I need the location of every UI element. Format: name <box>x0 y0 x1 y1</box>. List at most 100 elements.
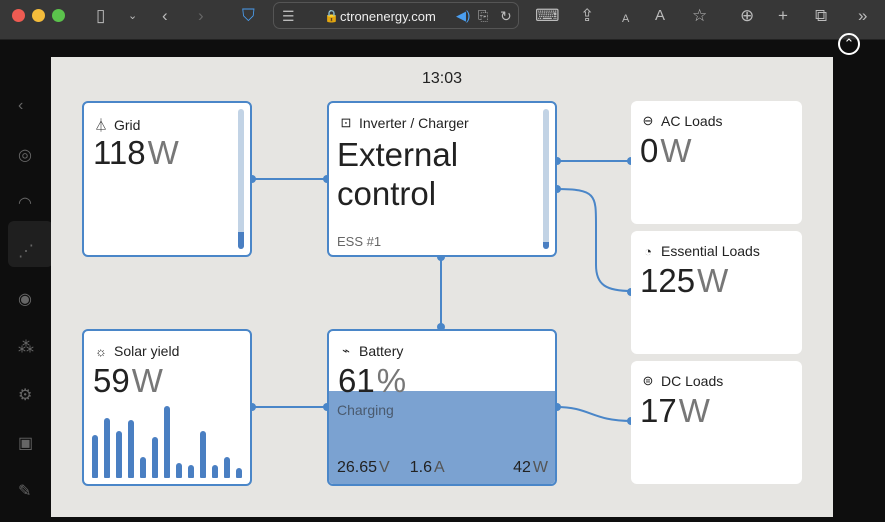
inverter-icon: ⊡ <box>340 115 352 130</box>
battery-soc-fill <box>329 390 555 484</box>
sidebar-icon[interactable]: ▯ <box>96 6 106 25</box>
close-window-button[interactable] <box>12 9 25 22</box>
clock: 13:03 <box>421 70 463 87</box>
forward-icon[interactable]: › <box>198 6 204 25</box>
grid-card[interactable]: ⏃ Grid 118W <box>82 101 252 257</box>
battery-title: Battery <box>359 343 404 359</box>
battery-power-value: 42 <box>513 459 531 476</box>
battery-current-value: 1.6 <box>409 459 432 476</box>
shield-icon[interactable]: ⛉ <box>242 6 255 25</box>
connector-dot <box>553 403 561 411</box>
solar-history-bar <box>176 462 182 478</box>
essential-loads-card[interactable]: ◔ Essential Loads 125W <box>631 231 802 354</box>
connector-dot <box>248 175 256 183</box>
maximize-window-button[interactable] <box>52 9 65 22</box>
grid-level-fill <box>238 232 244 249</box>
network-icon[interactable]: ⁂ <box>18 339 34 356</box>
solar-history-bar <box>188 465 194 478</box>
connector-dot <box>553 157 561 165</box>
back-icon[interactable]: ‹ <box>162 6 168 25</box>
gauge-icon[interactable]: ◠ <box>18 195 32 212</box>
sidebar: ‹ ◎ ◠ ⋰ ◉ ⁂ ⚙ ▣ ✎ <box>0 41 53 522</box>
edit-icon[interactable]: ✎ <box>18 483 32 500</box>
battery-dcloads-connector <box>556 406 633 422</box>
solar-history-bar <box>224 457 230 478</box>
solar-history-bar <box>92 434 98 478</box>
dc-loads-title: DC Loads <box>661 373 724 389</box>
solar-history-bar <box>164 406 170 478</box>
address-bar[interactable]: ☰ 🔒 ctronenergy.com ◀) ⎘ ↻ <box>273 2 519 29</box>
dc-loads-card[interactable]: ⊜ DC Loads 17W <box>631 361 802 484</box>
sun-icon: ☼ <box>95 343 107 359</box>
inverter-card[interactable]: ⊡ Inverter / Charger External control ESS… <box>327 101 557 257</box>
plus-icon[interactable]: + <box>778 6 788 25</box>
connector-dot <box>437 323 445 331</box>
inverter-level-bar <box>543 109 549 249</box>
solar-history-bar <box>140 457 146 478</box>
text-smaller-icon[interactable]: A <box>622 13 630 25</box>
tabs-icon[interactable]: ⧉ <box>815 6 828 25</box>
minimize-window-button[interactable] <box>32 9 45 22</box>
solar-history-bar <box>152 436 158 478</box>
reader-icon[interactable]: ☰ <box>282 8 295 24</box>
solar-history-chart <box>92 398 242 478</box>
inverter-mode-line2: control <box>337 175 437 212</box>
inverter-sub: ESS #1 <box>337 234 382 249</box>
battery-soc-unit: % <box>376 362 407 399</box>
inverter-title: Inverter / Charger <box>359 115 469 131</box>
location-icon[interactable]: ◎ <box>18 147 32 164</box>
solar-history-bar <box>104 417 110 478</box>
battery-soc: 61 <box>338 362 375 399</box>
ac-loads-title: AC Loads <box>661 113 723 129</box>
more-icon[interactable]: » <box>858 6 868 25</box>
dc-loads-value: 17 <box>640 392 677 429</box>
grid-value: 118 <box>93 134 146 171</box>
inverter-level-fill <box>543 242 549 249</box>
grid-title: Grid <box>114 116 141 133</box>
inverter-mode-line1: External <box>337 136 459 173</box>
translate-icon[interactable]: ⎘ <box>478 8 489 23</box>
battery-status: Charging <box>337 402 394 418</box>
reload-icon[interactable]: ↻ <box>500 8 512 24</box>
solar-history-bar <box>212 465 218 478</box>
graph-icon[interactable]: ⋰ <box>18 243 34 260</box>
solar-history-bar <box>128 420 134 478</box>
battery-voltage: 26.65 V <box>337 459 390 477</box>
grid-inverter-connector <box>251 178 327 180</box>
url-text[interactable]: ctronenergy.com <box>340 9 436 24</box>
connector-dot <box>437 253 445 261</box>
battery-power: 42 W <box>513 459 548 477</box>
inverter-acloads-connector <box>556 160 631 162</box>
grid-unit: W <box>147 134 179 171</box>
connector-dot <box>553 185 561 193</box>
battery-current: 1.6 A <box>410 459 445 477</box>
gear-icon[interactable]: ⚙ <box>18 387 33 404</box>
grid-level-bar <box>238 109 244 249</box>
star-icon[interactable]: ☆ <box>692 6 708 25</box>
pylon-icon: ⏃ <box>94 118 108 133</box>
ac-loads-card[interactable]: ⊖ AC Loads 0W <box>631 101 802 224</box>
battery-voltage-unit: V <box>379 459 390 476</box>
chevron-down-icon[interactable]: ⌄ <box>128 10 138 22</box>
download-icon[interactable]: ⊕ <box>740 6 755 25</box>
browser-toolbar: ▯ ⌄ ‹ › ⛉ ☰ 🔒 ctronenergy.com ◀) ⎘ ↻ ⌨ ⇪… <box>0 0 885 40</box>
ac-wave-icon: ⊖ <box>642 113 654 128</box>
save-icon[interactable]: ▣ <box>18 435 34 452</box>
dc-icon: ⊜ <box>642 373 654 388</box>
lock-icon: 🔒 <box>324 9 339 23</box>
close-icon[interactable]: ⌃ <box>838 33 860 55</box>
text-larger-icon[interactable]: A <box>655 7 666 24</box>
solar-title: Solar yield <box>114 343 180 359</box>
speaker-icon[interactable]: ◀) <box>456 8 471 23</box>
screen-record-icon[interactable]: ⌨ <box>535 6 560 25</box>
battery-current-unit: A <box>433 459 445 476</box>
solar-value: 59 <box>93 362 130 399</box>
battery-charging-icon: ⌁ <box>342 343 350 358</box>
essential-loads-unit: W <box>697 262 729 299</box>
overview-panel: 13:03 ⏃ Grid 118W ⊡ Inverter / Charger Ext… <box>51 57 833 517</box>
map-pin-icon[interactable]: ◉ <box>18 291 32 308</box>
share-icon[interactable]: ⇪ <box>580 6 595 25</box>
solar-card[interactable]: ☼ Solar yield 59W <box>82 329 252 486</box>
back-icon[interactable]: ‹ <box>18 97 24 114</box>
battery-card[interactable]: ⌁ Battery 61% Charging 26.65 V 1.6 A 42 W <box>327 329 557 486</box>
